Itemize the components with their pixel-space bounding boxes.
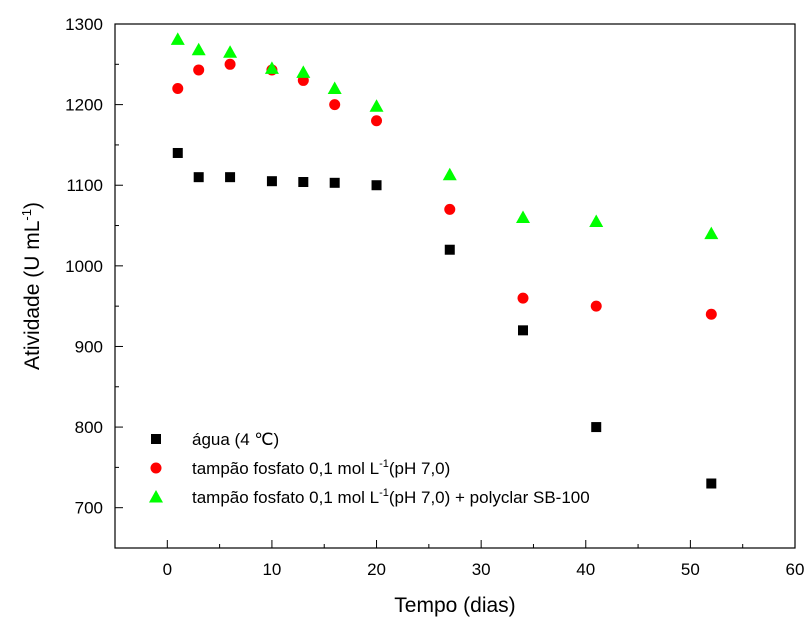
data-point-series-2: [224, 58, 236, 70]
legend: água (4 ℃)tampão fosfato 0,1 mol L-1(pH …: [149, 430, 590, 507]
x-tick-label: 0: [163, 560, 172, 579]
legend-label-series-3: tampão fosfato 0,1 mol L-1(pH 7,0) + pol…: [192, 487, 590, 507]
y-tick-label: 1000: [65, 257, 103, 276]
data-point-series-2: [517, 292, 529, 304]
data-point-series-3: [516, 210, 530, 223]
data-point-series-1: [591, 422, 602, 433]
data-point-series-3: [264, 61, 279, 74]
y-axis: 700 800 900 1000 1100 1200 1300: [65, 15, 123, 549]
legend-label-main: tampão fosfato 0,1 mol L: [192, 459, 379, 478]
x-tick-label: 20: [367, 560, 386, 579]
data-markers: [170, 32, 719, 489]
data-point-series-2: [590, 300, 602, 312]
data-point-series-1: [298, 177, 309, 188]
y-axis-title-main: Atividade (U mL: [21, 221, 44, 370]
data-point-series-1: [706, 478, 717, 489]
data-point-series-2: [444, 203, 456, 215]
x-tick-label: 50: [681, 560, 700, 579]
y-tick-label: 1200: [65, 96, 103, 115]
legend-label-end: (pH 7,0): [389, 459, 450, 478]
data-point-series-1: [266, 176, 277, 187]
data-point-series-3: [442, 167, 457, 181]
legend-label-sup: -1: [379, 458, 389, 470]
data-point-series-3: [589, 214, 604, 228]
data-point-series-3: [704, 226, 719, 240]
data-point-series-2: [371, 115, 383, 127]
legend-marker-series-3: [149, 490, 163, 503]
data-point-series-2: [329, 99, 341, 111]
legend-label-series-2: tampão fosfato 0,1 mol L-1(pH 7,0): [192, 458, 450, 478]
plot-frame: [114, 23, 796, 549]
y-tick-label: 900: [75, 337, 103, 356]
data-point-series-1: [172, 147, 183, 158]
data-point-series-1: [371, 180, 382, 191]
data-point-series-3: [296, 65, 311, 78]
x-tick-label: 10: [262, 560, 281, 579]
legend-label-series-1: água (4 ℃): [192, 430, 279, 449]
legend-label-main: água (4 ℃): [192, 430, 279, 449]
data-point-series-3: [170, 32, 185, 45]
legend-label-sup: -1: [379, 487, 389, 499]
data-point-series-1: [518, 325, 528, 336]
legend-marker-series-1: [151, 434, 161, 444]
y-axis-title-end: ): [21, 202, 44, 209]
legend-marker-series-2: [150, 462, 162, 474]
y-axis-title-sup: -1: [19, 209, 34, 221]
data-point-series-1: [225, 172, 236, 183]
x-tick-label: 40: [576, 560, 595, 579]
data-point-series-3: [223, 45, 238, 58]
x-tick-label: 30: [472, 560, 491, 579]
data-point-series-2: [193, 64, 205, 76]
x-tick-label: 60: [786, 560, 805, 579]
data-point-series-2: [172, 82, 184, 94]
data-point-series-1: [193, 172, 204, 183]
y-tick-label: 1300: [65, 15, 103, 34]
x-axis: 0 10 20 30 40 50 60: [114, 540, 805, 579]
data-point-series-2: [705, 308, 717, 320]
y-tick-label: 1100: [66, 176, 103, 195]
legend-label-end: (pH 7,0) + polyclar SB-100: [389, 488, 590, 507]
data-point-series-3: [327, 81, 342, 94]
data-point-series-1: [444, 244, 455, 255]
x-axis-title: Tempo (dias): [394, 594, 515, 617]
y-axis-title: Atividade (U mL-1): [19, 202, 44, 370]
data-point-series-1: [329, 177, 340, 188]
legend-label-main: tampão fosfato 0,1 mol L: [192, 488, 379, 507]
data-point-series-3: [369, 99, 384, 112]
y-tick-label: 700: [75, 499, 103, 518]
y-tick-label: 800: [75, 418, 103, 437]
data-point-series-3: [191, 42, 206, 56]
